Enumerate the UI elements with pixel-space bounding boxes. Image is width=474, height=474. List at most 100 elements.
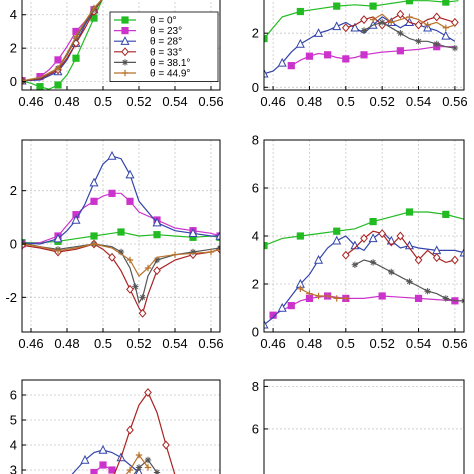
legend-entry-label: θ = 33° bbox=[150, 47, 182, 58]
series-line-5 bbox=[372, 13, 456, 29]
data-point bbox=[415, 38, 422, 45]
data-point bbox=[441, 30, 451, 40]
y-tick-label: 8 bbox=[252, 133, 259, 148]
x-tick-label: 0.48 bbox=[297, 336, 322, 351]
y-tick-label: 8 bbox=[252, 379, 259, 394]
legend: θ = 0°θ = 23°θ = 28°θ = 33°θ = 38.1°θ = … bbox=[109, 11, 219, 82]
data-point bbox=[144, 264, 152, 272]
data-point bbox=[126, 256, 134, 264]
data-point bbox=[297, 285, 304, 292]
data-point bbox=[171, 251, 179, 258]
legend-box bbox=[109, 11, 219, 82]
data-point bbox=[117, 248, 125, 256]
data-point bbox=[107, 150, 117, 160]
data-point bbox=[138, 308, 147, 318]
y-tick-label: -2 bbox=[5, 290, 17, 305]
x-tick-label: 0.56 bbox=[442, 336, 467, 351]
data-point bbox=[54, 247, 62, 254]
data-point bbox=[153, 231, 161, 239]
y-tick-label: 6 bbox=[10, 388, 17, 403]
data-point bbox=[442, 295, 450, 302]
data-point bbox=[451, 17, 459, 27]
plot-frame bbox=[263, 379, 465, 474]
data-point bbox=[295, 38, 305, 48]
gridlines bbox=[22, 394, 220, 471]
data-point bbox=[108, 189, 116, 197]
data-point bbox=[414, 20, 423, 30]
data-point bbox=[72, 54, 80, 62]
data-point bbox=[117, 228, 125, 236]
data-point bbox=[264, 319, 269, 329]
series-line-5 bbox=[22, 0, 103, 82]
y-tick-label: 4 bbox=[10, 7, 17, 22]
y-tick-label: 0 bbox=[10, 237, 17, 252]
data-point bbox=[99, 461, 107, 469]
data-point bbox=[315, 292, 322, 300]
x-tick-label: 0.46 bbox=[18, 336, 43, 351]
data-point bbox=[126, 425, 134, 435]
series-line-1 bbox=[91, 464, 113, 474]
data-point bbox=[80, 454, 90, 464]
series-line-2 bbox=[113, 391, 176, 474]
series-line-0 bbox=[22, 0, 103, 90]
y-tick-label: 2 bbox=[252, 277, 259, 292]
data-point bbox=[135, 464, 143, 471]
data-point bbox=[405, 0, 414, 5]
series-line-4 bbox=[363, 21, 455, 49]
data-point bbox=[433, 40, 440, 48]
data-point bbox=[388, 19, 395, 26]
data-point bbox=[459, 247, 464, 257]
data-point bbox=[108, 466, 116, 474]
series-group bbox=[264, 208, 464, 329]
x-tick-label: 0.46 bbox=[260, 94, 285, 109]
data-point bbox=[139, 294, 146, 301]
data-point bbox=[360, 15, 368, 25]
data-point bbox=[360, 27, 368, 34]
data-point bbox=[333, 227, 341, 235]
legend-swatch-marker bbox=[121, 69, 129, 77]
data-point bbox=[54, 65, 62, 72]
data-point bbox=[405, 208, 414, 216]
data-point bbox=[277, 302, 287, 312]
data-point bbox=[406, 278, 413, 285]
data-point bbox=[72, 33, 80, 40]
data-point bbox=[414, 255, 423, 265]
x-tick-label: 0.54 bbox=[162, 94, 187, 109]
series-line-2 bbox=[264, 16, 456, 75]
data-point bbox=[54, 81, 62, 89]
data-point bbox=[305, 52, 314, 60]
panel-bottom-left: 6 5 4 3 bbox=[10, 379, 221, 474]
data-point bbox=[153, 266, 161, 276]
data-point bbox=[396, 47, 404, 55]
y-tick-label: 0 bbox=[252, 325, 259, 340]
data-point bbox=[397, 29, 404, 37]
y-tick-label: 0 bbox=[10, 74, 17, 89]
series-line-0 bbox=[71, 449, 142, 474]
data-point bbox=[90, 197, 98, 205]
data-point bbox=[90, 4, 98, 12]
x-tick-label: 0.5 bbox=[94, 336, 112, 351]
y-tick-label: 3 bbox=[10, 463, 17, 474]
data-point bbox=[350, 22, 360, 32]
data-point bbox=[396, 231, 405, 241]
data-point bbox=[98, 444, 108, 454]
x-tick-label: 0.54 bbox=[406, 94, 431, 109]
data-point bbox=[396, 9, 405, 19]
panel-top-right: 0.46 0.48 0.5 0.52 0.54 0.56 0 2 bbox=[252, 0, 468, 109]
legend-entry-label: θ = 44.9° bbox=[150, 69, 190, 80]
data-point bbox=[324, 292, 331, 300]
x-tick-label: 0.56 bbox=[198, 94, 223, 109]
data-point bbox=[442, 24, 450, 31]
legend-entry-label: θ = 23° bbox=[150, 26, 182, 37]
legend-entry-label: θ = 0° bbox=[150, 16, 177, 27]
series-line-2 bbox=[264, 230, 464, 326]
data-point bbox=[388, 268, 395, 276]
plot-frame bbox=[21, 139, 221, 333]
legend-swatch-marker bbox=[121, 16, 129, 24]
legend-entry-label: θ = 28° bbox=[150, 37, 182, 48]
x-tick-label: 0.56 bbox=[442, 94, 467, 109]
data-point bbox=[144, 464, 152, 471]
series-group bbox=[22, 150, 220, 318]
